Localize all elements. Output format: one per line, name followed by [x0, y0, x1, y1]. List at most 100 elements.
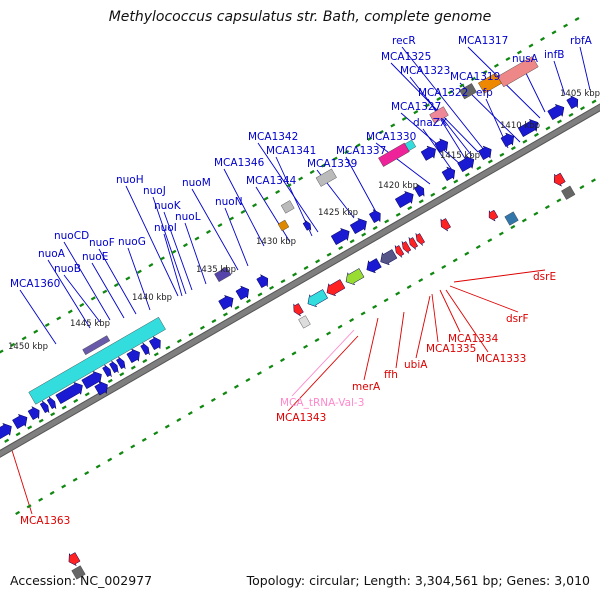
upper-tick-rail: [321, 163, 327, 168]
lower-tick-rail: [107, 457, 113, 462]
label-lead-line: [63, 274, 101, 323]
label-lead-line: [255, 186, 291, 243]
forward-gene-label: MCA1360: [10, 278, 60, 290]
reverse-gene-label: ffh: [384, 369, 398, 381]
inner-tick-rail: [27, 425, 33, 430]
lower-tick-rail: [510, 224, 516, 230]
gene-block-grey: [298, 315, 311, 329]
inner-tick-rail: [119, 372, 125, 377]
forward-gene-label: nuoF: [89, 237, 115, 249]
forward-gene-arrow: [517, 118, 539, 138]
forward-gene-arrow: [140, 342, 150, 356]
tick-label: 1430 kbp: [256, 237, 296, 247]
forward-gene-label: nuoK: [154, 200, 182, 212]
lower-tick-rail: [452, 258, 458, 263]
label-lead-line: [445, 289, 489, 353]
inner-tick-rail: [176, 338, 182, 344]
label-lead-line: [223, 168, 265, 247]
inner-tick-rail: [130, 365, 136, 370]
upper-tick-rail: [275, 189, 281, 195]
lower-tick-rail: [521, 218, 527, 223]
lower-tick-rail: [487, 238, 493, 243]
label-lead-line: [287, 335, 359, 412]
gene-block-steel: [504, 211, 519, 226]
gene-block-grey: [315, 168, 337, 187]
forward-gene-label: efp: [476, 87, 493, 99]
tick-label: 1450 kbp: [8, 342, 48, 352]
label-lead-line: [9, 443, 33, 515]
reverse-gene-arrow: [366, 258, 382, 274]
gene-block-cyan: [404, 139, 417, 152]
lower-tick-rail: [475, 244, 481, 250]
upper-tick-rail: [482, 70, 488, 75]
lower-tick-rail: [291, 351, 297, 356]
upper-tick-rail: [56, 316, 62, 321]
forward-gene-label: rbfA: [570, 35, 593, 47]
lower-tick-rail: [199, 404, 205, 409]
inner-tick-rail: [38, 418, 44, 423]
accession-text: Accession: NC_002977: [10, 573, 153, 588]
upper-tick-rail: [159, 256, 165, 261]
forward-gene-label: MCA1337: [336, 145, 386, 157]
reverse-gene-label: MCA1363: [20, 515, 70, 527]
reverse-gene-label: MCA_tRNA-Val-3: [280, 397, 364, 409]
forward-gene-arrow: [547, 103, 565, 121]
inner-tick-rail: [50, 412, 56, 417]
upper-tick-rail: [33, 329, 39, 334]
inner-tick-rail: [487, 159, 493, 164]
forward-gene-arrow: [394, 190, 414, 209]
upper-tick-rail: [229, 216, 235, 221]
lower-tick-rail: [84, 470, 90, 476]
inner-tick-rail: [107, 378, 113, 384]
lower-tick-rail: [268, 364, 274, 369]
forward-gene-label: nuoE: [82, 251, 108, 263]
tick-label: 1405 kbp: [560, 89, 600, 99]
forward-gene-arrow: [0, 422, 12, 440]
forward-gene-arrow: [256, 273, 269, 289]
inner-tick-rail: [4, 438, 10, 443]
forward-gene-label: MCA1342: [248, 131, 298, 143]
forward-gene-arrow: [330, 227, 350, 246]
lower-tick-rail: [15, 510, 21, 516]
lower-tick-rail: [130, 444, 136, 449]
upper-tick-rail: [401, 116, 407, 121]
upper-tick-rail: [424, 103, 430, 108]
nuo-cluster-block: [28, 316, 166, 405]
inner-tick-rail: [222, 312, 228, 317]
lower-tick-rail: [544, 204, 550, 210]
upper-tick-rail: [528, 43, 534, 48]
label-lead-line: [63, 241, 111, 321]
inner-tick-rail: [188, 332, 194, 337]
lower-tick-rail: [95, 464, 101, 469]
forward-gene-arrow: [109, 360, 119, 374]
gene-block-darkgrey: [459, 83, 477, 100]
forward-gene-label: MCA1327: [391, 101, 441, 113]
upper-tick-rail: [148, 262, 154, 268]
inner-tick-rail: [142, 358, 148, 364]
upper-tick-rail: [21, 336, 27, 341]
label-lead-line: [184, 222, 207, 285]
inner-tick-rail: [568, 112, 574, 118]
forward-gene-label: nuoCD: [54, 230, 89, 242]
forward-gene-arrow: [441, 166, 456, 182]
upper-tick-rail: [470, 76, 476, 81]
lower-tick-rail: [360, 311, 366, 316]
label-lead-line: [449, 285, 519, 313]
forward-gene-arrow: [566, 94, 579, 110]
forward-gene-label: MCA1339: [307, 158, 357, 170]
forward-gene-arrow: [420, 145, 436, 161]
upper-tick-rail: [298, 176, 304, 181]
forward-gene-arrow: [55, 381, 83, 405]
upper-tick-rail: [332, 156, 338, 161]
forward-gene-label: nuoG: [118, 236, 146, 248]
tick-label: 1410 kbp: [500, 121, 540, 131]
lower-tick-rail: [245, 377, 251, 383]
forward-gene-arrow: [126, 348, 140, 364]
reverse-gene-label: MCA1335: [426, 343, 476, 355]
lower-tick-rail: [337, 324, 343, 329]
lower-tick-rail: [556, 198, 562, 203]
reverse-gene-label: dsrE: [533, 271, 556, 283]
reverse-gene-arrow: [68, 552, 81, 567]
upper-tick-rail: [493, 63, 499, 68]
lower-tick-rail: [210, 397, 216, 403]
